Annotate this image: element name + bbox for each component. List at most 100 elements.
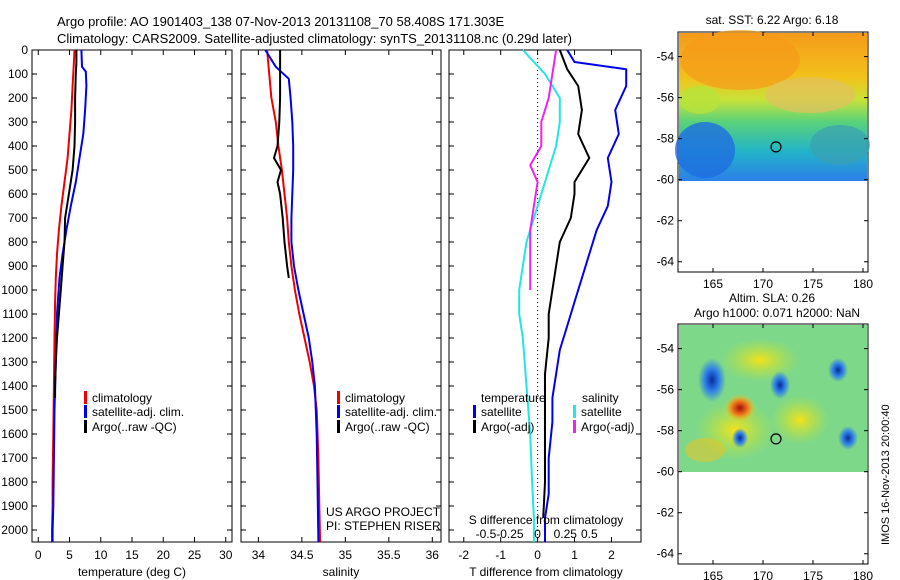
y-tick-label: 1400 <box>1 379 28 393</box>
y-tick-label: 100 <box>8 67 28 81</box>
sla-map-title: Altim. SLA: 0.26 <box>729 291 815 305</box>
sla-low-patch <box>732 428 748 448</box>
sla-low-patch <box>838 426 858 450</box>
map-x-tick-label: 170 <box>753 277 773 291</box>
map-x-tick-label: 165 <box>703 277 723 291</box>
x-tick-label: 25 <box>188 548 202 562</box>
header-line2: Climatology: CARS2009. Satellite-adjuste… <box>57 31 572 46</box>
legend-label-satellite: satellite-adj. clim. <box>92 405 184 419</box>
x-tick-label: 34 <box>252 548 266 562</box>
map-y-tick-label: -60 <box>657 465 675 479</box>
y-tick-label: 1900 <box>1 499 28 513</box>
legend-label-climatology: climatology <box>345 391 405 405</box>
y-tick-label: 1800 <box>1 475 28 489</box>
legend-swatch-climatology <box>84 391 87 404</box>
timestamp-stamp: IMOS 16-Nov-2013 20:00:40 <box>880 404 892 545</box>
legend-label-climatology: climatology <box>92 391 152 405</box>
map-x-tick-label: 175 <box>803 569 823 580</box>
legend-label-argo: Argo(..raw -QC) <box>345 420 430 434</box>
x-tick-label: 5 <box>66 548 73 562</box>
x-tick-label: -2 <box>458 548 469 562</box>
s-diff-tick-label: 0 <box>534 527 541 541</box>
x-tick-label: 0 <box>35 548 42 562</box>
y-tick-label: 1700 <box>1 451 28 465</box>
sst-map-title: sat. SST: 6.22 Argo: 6.18 <box>706 13 839 27</box>
temperature-legend: climatology satellite-adj. clim. Argo(..… <box>84 391 184 434</box>
legend-swatch-t-argo <box>473 420 476 433</box>
legend-label-s-argo: Argo(-adj) <box>581 420 634 434</box>
y-tick-label: 1200 <box>1 331 28 345</box>
difference-panel: -2 -1 0 1 2 T difference from climatology S … <box>448 49 642 579</box>
difference-ticks: -2 -1 0 1 2 <box>449 49 641 562</box>
argo-location-marker <box>770 141 782 153</box>
y-tick-label: 500 <box>8 163 28 177</box>
legend-swatch-argo <box>337 420 340 433</box>
map-y-tick-label: -58 <box>657 424 675 438</box>
sla-map-ticks: 165 170 175 180 -54 -56 -58 -60 -62 -64 <box>657 324 873 580</box>
x-tick-label: 1 <box>571 548 578 562</box>
map-x-tick-label: 175 <box>803 277 823 291</box>
salinity-diff-ticks: -0.5 -0.25 0 0.25 0.5 <box>476 527 598 541</box>
sst-cool-patch <box>675 122 735 178</box>
map-y-tick-label: -64 <box>657 547 675 561</box>
x-tick-label: 30 <box>219 548 233 562</box>
s-diff-tick-label: -0.25 <box>496 527 524 541</box>
legend-label-satellite: satellite-adj. clim. <box>345 405 437 419</box>
x-tick-label: -1 <box>495 548 506 562</box>
legend-swatch-s-satellite <box>573 405 576 418</box>
sla-low-patch <box>828 358 848 382</box>
series-line-1-2 <box>273 50 290 279</box>
sst-warm-patch <box>765 77 855 113</box>
s-diff-tick-label: 0.25 <box>554 527 578 541</box>
series-line-2-1 <box>542 49 591 519</box>
credit-line1: US ARGO PROJECT <box>326 505 441 519</box>
map-x-tick-label: 180 <box>853 277 873 291</box>
sst-warm-patch <box>680 30 800 90</box>
x-tick-label: 0 <box>534 548 541 562</box>
x-tick-label: 35.5 <box>377 548 401 562</box>
sst-cool-patch <box>810 125 870 165</box>
y-tick-label: 200 <box>8 91 28 105</box>
legend-label-s-satellite: satellite <box>581 405 622 419</box>
series-line-0-0 <box>51 49 76 542</box>
y-tick-label: 600 <box>8 187 28 201</box>
temperature-lines <box>51 49 88 542</box>
sla-field <box>679 325 867 472</box>
legend-swatch-climatology <box>337 391 340 404</box>
salinity-xlabel: salinity <box>323 565 360 579</box>
sla-low-patch <box>698 358 726 402</box>
s-diff-tick-label: -0.5 <box>476 527 497 541</box>
series-line-0-1 <box>51 49 88 542</box>
sst-field <box>675 30 870 181</box>
y-tick-label: 400 <box>8 139 28 153</box>
temperature-xlabel: temperature (deg C) <box>78 565 186 579</box>
x-tick-label: 10 <box>94 548 108 562</box>
legend-title-salinity: salinity <box>582 391 619 405</box>
map-y-tick-label: -54 <box>657 50 675 64</box>
legend-swatch-s-argo <box>573 420 576 433</box>
map-y-tick-label: -60 <box>657 173 675 187</box>
temperature-plot-frame <box>31 49 233 543</box>
legend-title-temperature: temperature <box>481 391 546 405</box>
map-x-tick-label: 180 <box>853 569 873 580</box>
y-tick-label: 900 <box>8 259 28 273</box>
map-y-tick-label: -58 <box>657 132 675 146</box>
legend-swatch-satellite <box>84 405 87 418</box>
y-tick-label: 0 <box>21 43 28 57</box>
map-y-tick-label: -56 <box>657 383 675 397</box>
legend-label-t-satellite: satellite <box>481 405 522 419</box>
sla-high-patch <box>770 395 830 445</box>
y-tick-label: 700 <box>8 211 28 225</box>
sst-mid-patch <box>680 86 720 114</box>
y-tick-label: 1000 <box>1 283 28 297</box>
header-line1: Argo profile: AO 1901403_138 07-Nov-2013… <box>57 14 505 29</box>
credit-line2: PI: STEPHEN RISER <box>326 519 441 533</box>
x-tick-label: 34.5 <box>290 548 314 562</box>
map-x-tick-label: 165 <box>703 569 723 580</box>
y-tick-label: 1500 <box>1 403 28 417</box>
sla-map-panel: Altim. SLA: 0.26 Argo h1000: 0.071 h2000… <box>657 291 874 580</box>
x-tick-label: 20 <box>157 548 171 562</box>
series-line-0-2 <box>54 50 78 398</box>
difference-xlabel: T difference from climatology <box>469 565 623 579</box>
